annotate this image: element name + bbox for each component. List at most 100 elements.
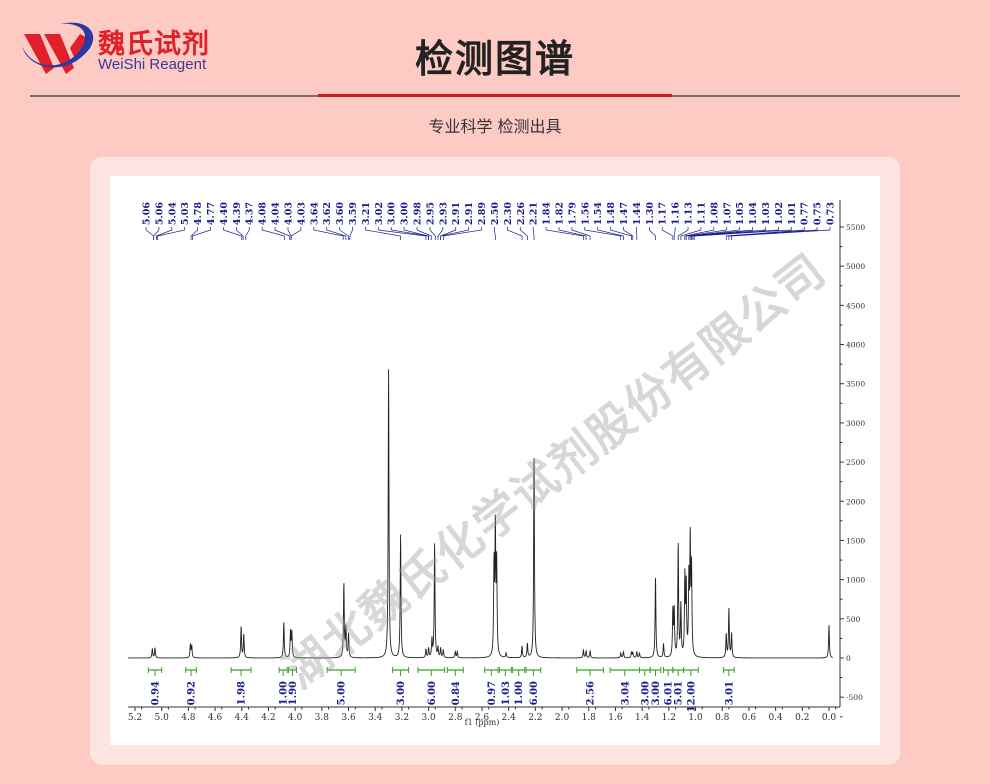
peak-label: 2.21	[529, 202, 540, 225]
peak-leader-line	[623, 227, 634, 240]
integral-value: 1.98	[237, 681, 248, 705]
peak-label: 2.30	[503, 202, 514, 226]
peak-label: 4.04	[271, 202, 282, 226]
peak-labels: 5.06 5.06 5.04 5.03 4.78 4.77 4.40 4.39 4.37 4.08…	[142, 202, 837, 240]
peak-leader-line	[390, 227, 429, 240]
peak-leader-line	[648, 227, 656, 240]
peak-leader-line	[261, 227, 285, 240]
peak-leader-line	[673, 227, 676, 240]
peak-leader-line	[274, 227, 291, 240]
x-axis-label: f1 (ppm)	[465, 718, 500, 727]
y-tick-label: 1500	[846, 536, 865, 545]
peak-label: 4.40	[219, 202, 230, 226]
peak-label: 1.04	[748, 202, 759, 226]
integral-value: 2.56	[586, 681, 597, 705]
y-tick-label: 2500	[846, 458, 865, 467]
peak-leader-line	[685, 227, 728, 240]
logo-chinese-name: 魏氏试剂	[98, 29, 210, 60]
y-tick-label: -500	[846, 693, 863, 702]
peak-label: 1.30	[645, 202, 656, 226]
peak-label: 1.47	[619, 202, 630, 225]
integral-value: 3.00	[396, 681, 407, 705]
peak-label: 4.37	[245, 202, 256, 225]
peak-leader-line	[437, 227, 444, 240]
x-tick-label: 4.2	[261, 713, 275, 723]
x-tick-label: 0.6	[742, 713, 757, 723]
peak-label: 0.73	[826, 202, 837, 225]
peak-label: 3.59	[348, 202, 359, 226]
peak-label: 5.06	[142, 202, 153, 226]
peak-label: 2.95	[425, 202, 436, 225]
peak-leader-line	[235, 227, 244, 240]
peak-leader-line	[349, 227, 353, 240]
peak-label: 4.39	[232, 202, 243, 226]
header-divider-accent	[318, 94, 672, 97]
peak-label: 1.03	[761, 202, 772, 225]
peak-leader-line	[192, 227, 211, 240]
integral-value: 0.84	[451, 681, 462, 705]
peak-label: 2.91	[451, 202, 462, 225]
peak-label: 4.78	[193, 202, 204, 226]
peak-label: 1.54	[593, 202, 604, 226]
peak-label: 1.02	[774, 202, 785, 225]
integral-value: 0.94	[151, 681, 162, 705]
peak-leader-line	[157, 227, 186, 240]
peak-leader-line	[545, 227, 584, 240]
peak-label: 2.26	[516, 202, 527, 226]
peak-label: 4.08	[258, 202, 269, 226]
peak-label: 2.98	[413, 202, 424, 226]
peak-label: 2.91	[464, 202, 475, 225]
peak-leader-line	[731, 227, 831, 240]
peak-label: 5.06	[154, 202, 165, 226]
peak-leader-line	[728, 227, 818, 240]
peak-leader-line	[519, 227, 528, 240]
x-tick-label: 1.6	[608, 713, 623, 723]
x-tick-label: 3.2	[395, 713, 409, 723]
peak-label: 2.50	[490, 202, 501, 226]
axes: 5.2 5.0 4.8 4.6 4.4 4.2 4.0 3.8 3.6 3.4 3.2 3.0 2.8 2…	[128, 200, 865, 723]
peak-leader-line	[440, 227, 469, 240]
peak-label: 1.13	[684, 202, 695, 225]
peak-leader-line	[145, 227, 155, 240]
x-tick-label: 1.4	[635, 713, 650, 723]
x-tick-label: 4.0	[288, 713, 303, 723]
x-tick-label: 4.8	[181, 713, 196, 723]
peak-label: 1.79	[567, 202, 578, 226]
x-tick-label: 0.8	[715, 713, 730, 723]
peak-label: 1.48	[606, 202, 617, 226]
peak-leader-line	[153, 227, 160, 240]
x-tick-label: 4.6	[208, 713, 223, 723]
peak-leader-line	[190, 227, 198, 240]
peak-leader-line	[677, 227, 689, 240]
peak-leader-line	[156, 227, 173, 240]
peak-label: 1.56	[580, 202, 591, 226]
integral-value: 3.00	[640, 681, 651, 705]
nmr-spectrum-chart: 5.06 5.06 5.04 5.03 4.78 4.77 4.40 4.39 4.37 4.08…	[128, 200, 865, 727]
peak-label: 1.16	[671, 202, 682, 226]
peak-leader-line	[692, 227, 779, 240]
y-tick-label: 2000	[846, 497, 865, 506]
y-tick-label: 5000	[846, 262, 865, 271]
y-tick-label: 4000	[846, 341, 865, 350]
y-tick-label: 500	[846, 615, 861, 624]
peak-label: 0.75	[813, 202, 824, 225]
peak-leader-line	[532, 227, 535, 240]
peak-leader-line	[442, 227, 482, 240]
x-tick-label: 5.2	[128, 713, 142, 723]
integral-value: 1.00	[279, 681, 290, 705]
peak-leader-line	[558, 227, 587, 240]
peak-leader-line	[365, 227, 401, 240]
x-tick-label: 3.6	[341, 713, 356, 723]
integral-value: 6.00	[529, 681, 540, 705]
spectrum-line	[128, 369, 833, 659]
page-subtitle: 专业科学 检测出具	[428, 117, 562, 136]
peak-leader-line	[377, 227, 427, 240]
integral-value: 5.01	[674, 681, 685, 705]
integral-value: 3.00	[651, 681, 662, 705]
page-title: 检测图谱	[414, 37, 575, 81]
peak-leader-line	[403, 227, 429, 240]
x-tick-label: 0.0	[822, 713, 837, 723]
peak-leader-line	[339, 227, 349, 240]
peak-leader-line	[610, 227, 632, 240]
integral-value: 12.00	[686, 681, 697, 712]
